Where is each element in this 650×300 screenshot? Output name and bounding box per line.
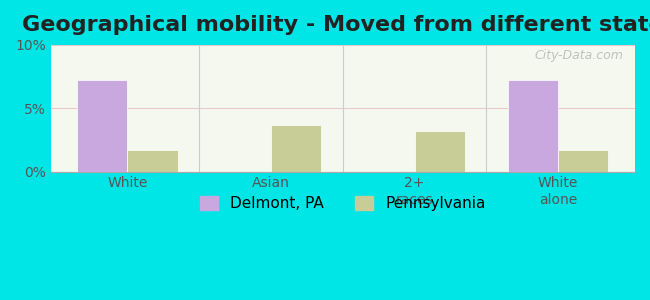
Bar (271, 125, 321, 172)
Text: City-Data.com: City-Data.com (534, 49, 623, 62)
Bar (415, 131, 465, 172)
Title: Geographical mobility - Moved from different state: Geographical mobility - Moved from diffe… (22, 15, 650, 35)
Bar (127, 150, 177, 172)
Legend: Delmont, PA, Pennsylvania: Delmont, PA, Pennsylvania (194, 190, 492, 217)
Bar (77, 80, 127, 172)
Bar (508, 80, 558, 172)
Bar (558, 150, 608, 172)
